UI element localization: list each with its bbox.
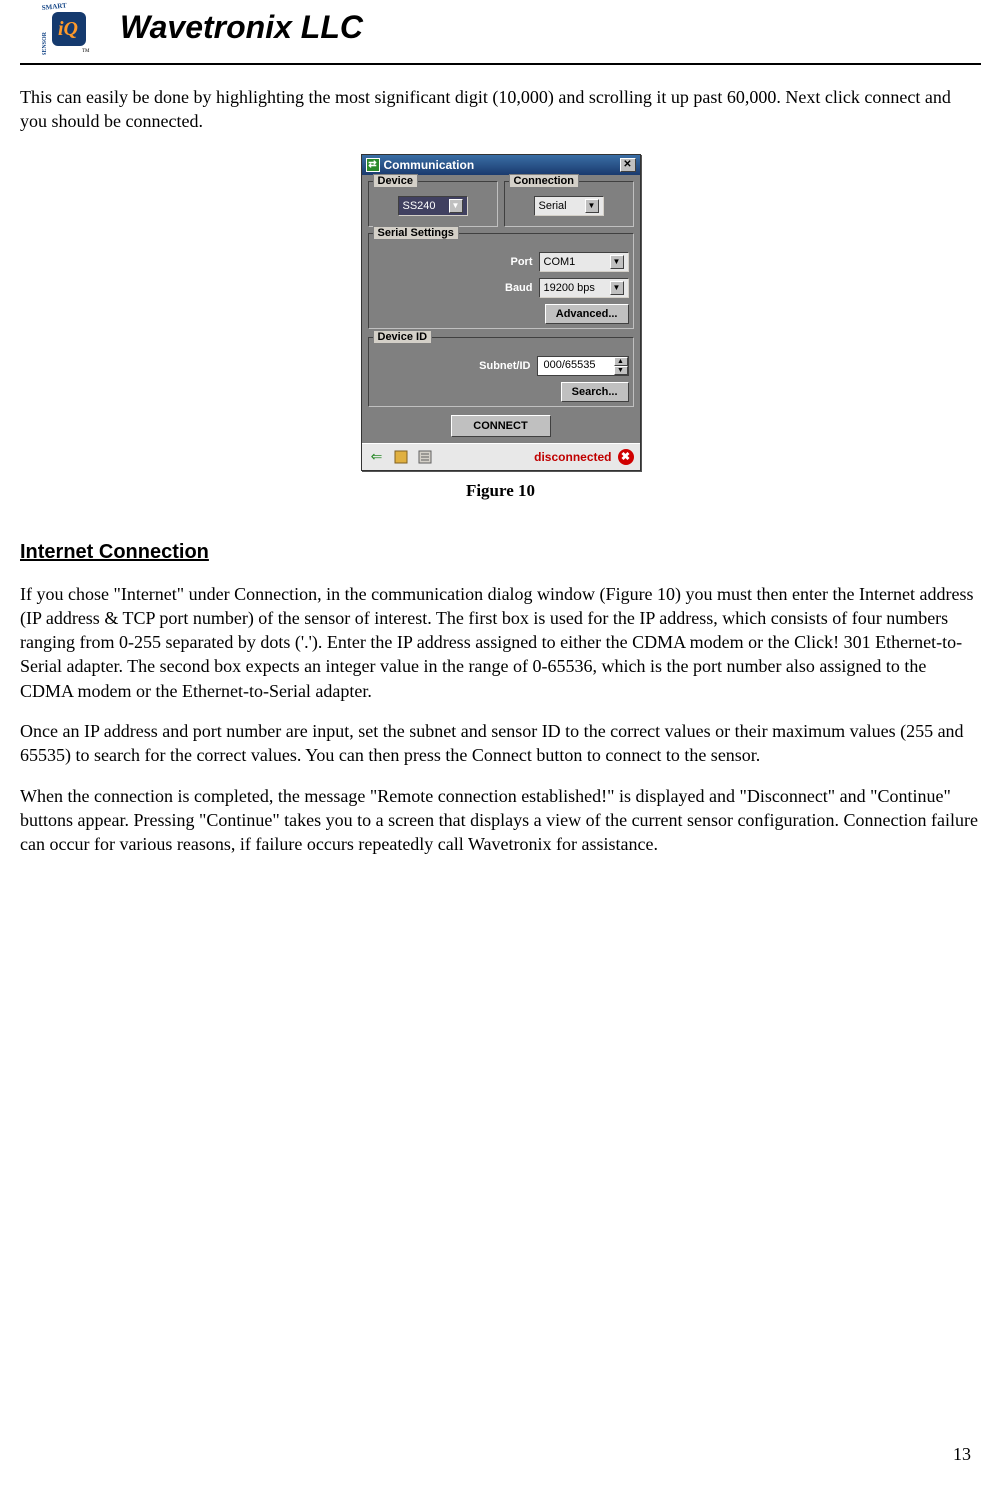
paragraph-2: Once an IP address and port number are i… xyxy=(20,719,981,768)
dialog-titlebar: ⇄ Communication ✕ xyxy=(362,155,640,175)
connect-button[interactable]: CONNECT xyxy=(451,415,551,437)
subnet-label: Subnet/ID xyxy=(479,360,530,372)
close-button[interactable]: ✕ xyxy=(620,158,636,172)
connection-value: Serial xyxy=(539,200,567,212)
svg-text:SMART: SMART xyxy=(41,1,67,12)
company-title: Wavetronix LLC xyxy=(120,9,363,46)
chevron-down-icon: ▼ xyxy=(610,281,624,295)
device-group-label: Device xyxy=(373,174,418,188)
baud-value: 19200 bps xyxy=(544,282,595,294)
status-bar: ⇐ disconnected ✖ xyxy=(362,443,640,470)
figure-caption: Figure 10 xyxy=(20,481,981,501)
chevron-down-icon: ▼ xyxy=(610,255,624,269)
serial-group-label: Serial Settings xyxy=(373,226,459,240)
paragraph-1: If you chose "Internet" under Connection… xyxy=(20,582,981,703)
connection-group-label: Connection xyxy=(509,174,580,188)
tool-icon-1[interactable] xyxy=(392,448,410,466)
port-label: Port xyxy=(511,256,533,268)
baud-dropdown[interactable]: 19200 bps ▼ xyxy=(539,278,629,298)
device-group: Device SS240 ▼ xyxy=(368,181,498,227)
disconnected-icon: ✖ xyxy=(618,449,634,465)
page-header: SMART SENSOR iQ TM Wavetronix LLC xyxy=(20,0,981,65)
baud-label: Baud xyxy=(505,282,533,294)
intro-paragraph: This can easily be done by highlighting … xyxy=(20,85,981,134)
chevron-down-icon: ▼ xyxy=(585,199,599,213)
page-content: This can easily be done by highlighting … xyxy=(0,85,1001,857)
svg-text:SENSOR: SENSOR xyxy=(42,31,48,55)
dialog-app-icon: ⇄ xyxy=(366,158,380,172)
port-value: COM1 xyxy=(544,256,576,268)
logo: SMART SENSOR iQ TM xyxy=(40,0,90,55)
tool-icon-2[interactable] xyxy=(416,448,434,466)
port-dropdown[interactable]: COM1 ▼ xyxy=(539,252,629,272)
svg-text:TM: TM xyxy=(82,49,90,54)
figure-10: ⇄ Communication ✕ Device SS240 ▼ xyxy=(20,154,981,471)
communication-dialog: ⇄ Communication ✕ Device SS240 ▼ xyxy=(361,154,641,471)
subnet-value: 000/65535 xyxy=(538,357,614,375)
back-arrow-icon[interactable]: ⇐ xyxy=(368,448,386,466)
device-dropdown[interactable]: SS240 ▼ xyxy=(398,196,468,216)
spinner-down-icon[interactable]: ▼ xyxy=(614,366,628,375)
advanced-button[interactable]: Advanced... xyxy=(545,304,629,324)
search-button[interactable]: Search... xyxy=(561,382,629,402)
status-text: disconnected xyxy=(534,450,611,464)
chevron-down-icon: ▼ xyxy=(449,199,463,213)
paragraph-3: When the connection is completed, the me… xyxy=(20,784,981,857)
page-number: 13 xyxy=(953,1444,971,1465)
section-heading-internet-connection: Internet Connection xyxy=(20,541,981,564)
svg-text:iQ: iQ xyxy=(58,18,78,40)
serial-settings-group: Serial Settings Port COM1 ▼ Baud 19200 b… xyxy=(368,233,634,329)
spinner-up-icon[interactable]: ▲ xyxy=(614,357,628,366)
device-id-group: Device ID Subnet/ID 000/65535 ▲ ▼ Search… xyxy=(368,337,634,407)
device-value: SS240 xyxy=(403,200,436,212)
connection-group: Connection Serial ▼ xyxy=(504,181,634,227)
subnet-id-spinner[interactable]: 000/65535 ▲ ▼ xyxy=(537,356,629,376)
deviceid-group-label: Device ID xyxy=(373,330,433,344)
connection-dropdown[interactable]: Serial ▼ xyxy=(534,196,604,216)
dialog-title-text: Communication xyxy=(384,158,475,172)
